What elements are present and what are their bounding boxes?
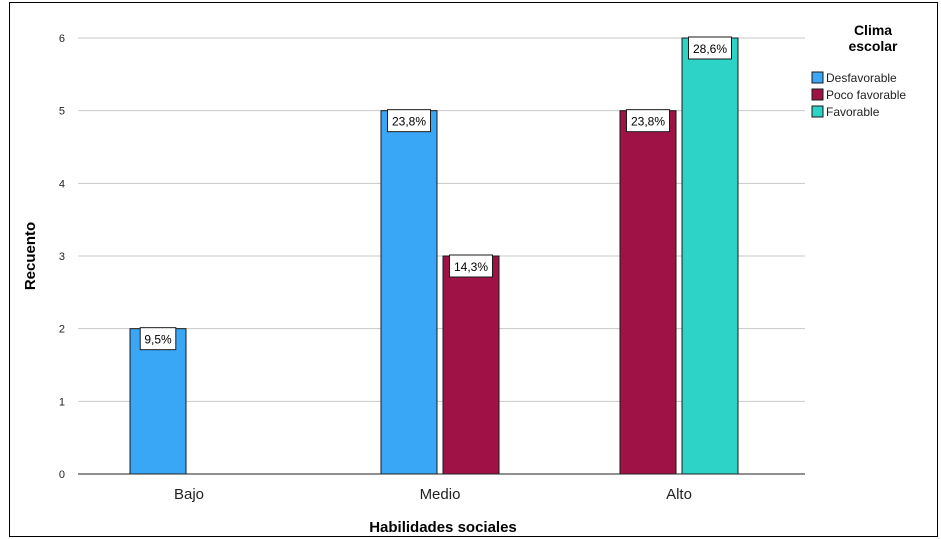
bar-poco-favorable-alto <box>619 110 677 475</box>
data-label: 23,8% <box>392 115 426 129</box>
legend-label: Poco favorable <box>826 88 906 102</box>
legend-swatch <box>811 105 824 118</box>
data-label-box <box>139 327 177 351</box>
x-tick-label: Bajo <box>174 486 204 503</box>
legend-item: Favorable <box>811 105 880 119</box>
data-label-box <box>626 109 670 133</box>
data-label: 9,5% <box>144 333 172 347</box>
y-axis-title: Recuento <box>22 222 39 290</box>
data-label-group: 23,8% <box>387 109 431 133</box>
data-label-box <box>688 36 732 60</box>
y-tick-label: 6 <box>59 33 65 45</box>
bar-desfavorable-medio <box>380 110 438 475</box>
bar-desfavorable-bajo <box>129 328 187 475</box>
y-tick-label: 5 <box>59 106 65 118</box>
x-tick-label: Medio <box>420 486 461 503</box>
data-label-group: 23,8% <box>626 109 670 133</box>
x-tick-label: Alto <box>666 486 692 503</box>
y-tick-label: 3 <box>59 251 65 263</box>
legend-swatch <box>811 88 824 101</box>
data-label: 14,3% <box>454 260 488 274</box>
y-tick-label: 1 <box>59 396 65 408</box>
data-label-group: 28,6% <box>688 36 732 60</box>
data-label-group: 9,5% <box>139 327 177 351</box>
legend: Clima escolar Desfavorable Poco favorable… <box>811 22 906 119</box>
y-tick-label: 2 <box>59 324 65 336</box>
legend-title-line-1: Clima <box>854 22 892 38</box>
data-label-box <box>449 254 493 278</box>
legend-title-line-2: escolar <box>848 38 898 54</box>
data-labels: 9,5% 23,8% 14,3% 23,8% 28,6% <box>139 36 732 351</box>
data-label: 23,8% <box>631 115 665 129</box>
bar-favorable-alto <box>681 37 739 475</box>
legend-item: Poco favorable <box>811 88 906 102</box>
legend-items: Desfavorable Poco favorable Favorable <box>811 71 906 119</box>
data-label-box <box>387 109 431 133</box>
data-label: 28,6% <box>693 42 727 56</box>
y-tick-label: 4 <box>59 178 65 190</box>
y-axis-ticks: 0 1 2 3 4 5 6 <box>59 33 65 481</box>
y-tick-label: 0 <box>59 469 65 481</box>
legend-label: Desfavorable <box>826 71 897 85</box>
x-axis-title: Habilidades sociales <box>369 519 517 536</box>
legend-label: Favorable <box>826 105 880 119</box>
bar-poco-favorable-medio <box>442 255 500 475</box>
legend-swatch <box>811 71 824 84</box>
x-axis-ticks: Bajo Medio Alto <box>174 486 692 503</box>
data-label-group: 14,3% <box>449 254 493 278</box>
legend-item: Desfavorable <box>811 71 897 85</box>
